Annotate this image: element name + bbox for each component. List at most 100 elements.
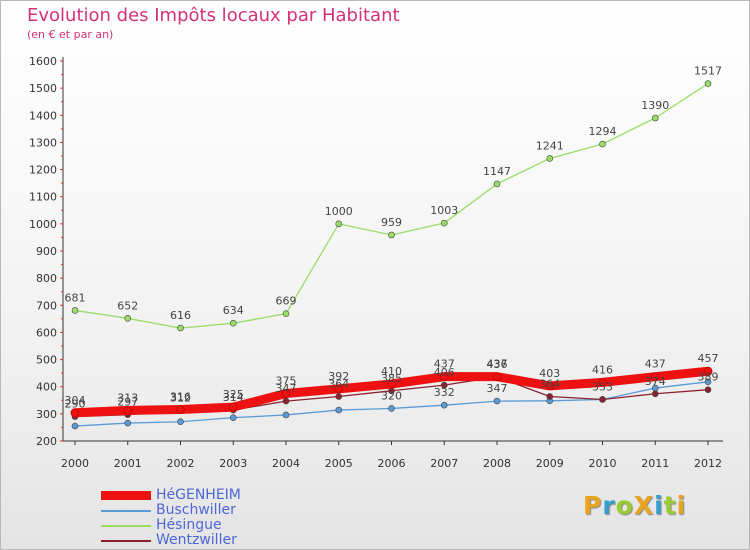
data-point [281, 389, 291, 398]
data-point [387, 379, 396, 389]
data-label: 634 [223, 304, 244, 317]
y-tick-label: 400 [36, 381, 57, 394]
data-point [492, 372, 502, 381]
data-label: 392 [328, 370, 349, 383]
data-point [334, 384, 343, 393]
logo-letter: t [663, 491, 677, 520]
data-label: 616 [170, 309, 191, 322]
data-point [704, 80, 712, 87]
data-point [70, 408, 80, 417]
legend-swatch-hesingue [101, 524, 151, 527]
data-label: 312 [170, 392, 191, 405]
data-point [651, 114, 659, 122]
legend-item-hegenheim: HéGENHEIM [101, 488, 241, 503]
chart-title: Evolution des Impôts locaux par Habitant [27, 5, 400, 26]
data-point [123, 406, 132, 415]
y-tick-label: 1200 [29, 164, 57, 177]
y-tick-label: 200 [36, 435, 57, 448]
x-tick-label: 2002 [167, 457, 195, 470]
data-point [704, 386, 712, 394]
data-point [546, 393, 554, 400]
data-point [545, 381, 554, 391]
y-tick-label: 900 [36, 245, 57, 258]
data-label: 669 [276, 295, 297, 308]
data-point [177, 418, 184, 426]
data-point [546, 155, 554, 162]
data-label: 353 [592, 380, 613, 393]
data-point [598, 378, 607, 387]
data-label: 1003 [430, 204, 458, 217]
data-point [651, 390, 659, 398]
y-tick-label: 1000 [29, 218, 57, 231]
y-tick-label: 700 [36, 299, 57, 312]
data-label: 1390 [641, 99, 669, 112]
data-point [440, 219, 448, 227]
legend-swatch-buschwiller [101, 509, 151, 512]
data-label: 437 [487, 358, 508, 371]
data-point [388, 405, 395, 412]
legend-item-hesingue: Hésingue [101, 518, 241, 533]
data-point [229, 402, 238, 412]
data-label: 1147 [483, 165, 511, 178]
x-tick-label: 2008 [483, 457, 511, 470]
data-point [703, 367, 713, 376]
data-label: 374 [645, 375, 666, 388]
y-tick-label: 1300 [29, 136, 57, 149]
data-label: 347 [487, 382, 508, 395]
data-point [599, 396, 606, 403]
legend-label-buschwiller: Buschwiller [156, 502, 236, 518]
legend: HéGENHEIM Buschwiller Hésingue Wentzwill… [101, 488, 241, 548]
data-label: 1294 [589, 125, 617, 138]
data-point [704, 378, 712, 386]
data-point [335, 393, 343, 400]
x-tick-label: 2006 [378, 457, 406, 470]
data-label: 347 [276, 382, 297, 395]
logo-letter: P [583, 491, 603, 520]
logo-letter: i [654, 491, 664, 520]
data-point [124, 419, 132, 427]
x-tick-label: 2011 [641, 457, 669, 470]
y-tick-label: 500 [36, 354, 57, 367]
legend-item-wentzwiller: Wentzwiller [101, 533, 241, 548]
logo-letter: r [602, 491, 616, 520]
x-tick-label: 2005 [325, 457, 353, 470]
data-label: 457 [698, 352, 719, 365]
data-point [71, 422, 79, 430]
x-tick-label: 2000 [61, 457, 89, 470]
data-label: 1241 [536, 139, 564, 152]
data-point [335, 406, 343, 414]
data-label: 375 [276, 375, 297, 388]
x-tick-label: 2003 [219, 457, 247, 470]
data-point [651, 372, 660, 381]
data-point [124, 315, 132, 322]
y-tick-label: 300 [36, 408, 57, 421]
data-point [282, 310, 290, 318]
data-label: 436 [487, 358, 508, 371]
data-point [282, 397, 290, 405]
data-label: 437 [645, 358, 666, 371]
data-label: 1517 [694, 65, 722, 78]
logo-letter: o [615, 491, 634, 520]
data-point [71, 307, 79, 314]
legend-swatch-wentzwiller [101, 539, 151, 542]
data-point [177, 324, 184, 332]
chart-axes: 200 300 400 500 600 700 800 900 1000 1100 1200 1300… [29, 55, 723, 470]
y-tick-label: 1400 [29, 109, 57, 122]
data-point [229, 319, 237, 327]
data-label: 320 [381, 389, 402, 402]
data-point [440, 401, 448, 409]
y-tick-label: 1500 [29, 82, 57, 95]
data-label: 681 [65, 291, 86, 304]
data-point [599, 140, 606, 148]
logo-letter: X [633, 491, 655, 520]
series-line [74, 82, 709, 329]
data-label: 416 [592, 363, 613, 376]
x-tick-label: 2009 [536, 457, 564, 470]
y-tick-label: 1100 [29, 191, 57, 204]
data-label: 297 [117, 396, 138, 409]
data-label: 406 [434, 366, 455, 379]
legend-item-buschwiller: Buschwiller [101, 503, 241, 518]
legend-swatch-hegenheim [101, 491, 151, 500]
data-label: 385 [381, 372, 402, 385]
